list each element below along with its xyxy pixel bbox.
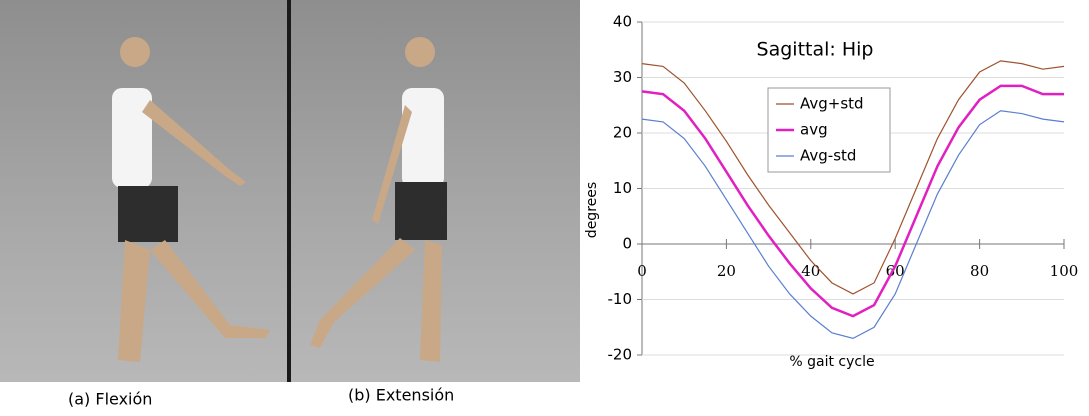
y-tick-label: -20 bbox=[608, 346, 633, 364]
caption: (a) Flexión bbox=[68, 390, 152, 409]
y-tick-label: 40 bbox=[613, 13, 632, 31]
photo-extension bbox=[287, 0, 580, 382]
y-tick-label: 0 bbox=[622, 235, 632, 253]
x-axis-label: % gait cycle bbox=[789, 354, 874, 370]
photo-flexion bbox=[0, 0, 288, 382]
y-tick-label: 10 bbox=[613, 179, 632, 197]
y-tick-label: 30 bbox=[613, 68, 632, 86]
figure: (a) Flexión (b) Extensión -20-1001020304… bbox=[0, 0, 1089, 412]
y-tick-label: -10 bbox=[608, 290, 633, 308]
caption: (b) Extensión bbox=[348, 386, 454, 405]
x-tick-label: 100 bbox=[1050, 262, 1079, 280]
legend-label: Avg-std bbox=[800, 147, 856, 165]
legend-label: avg bbox=[800, 121, 828, 139]
chart-title: Sagittal: Hip bbox=[757, 39, 874, 61]
legend-label: Avg+std bbox=[800, 95, 864, 113]
x-tick-label: 20 bbox=[717, 262, 736, 280]
y-tick-label: 20 bbox=[613, 124, 632, 142]
x-tick-label: 0 bbox=[637, 262, 647, 280]
x-tick-label: 40 bbox=[801, 262, 820, 280]
y-axis-label: degrees bbox=[584, 182, 600, 238]
x-tick-label: 80 bbox=[970, 262, 989, 280]
